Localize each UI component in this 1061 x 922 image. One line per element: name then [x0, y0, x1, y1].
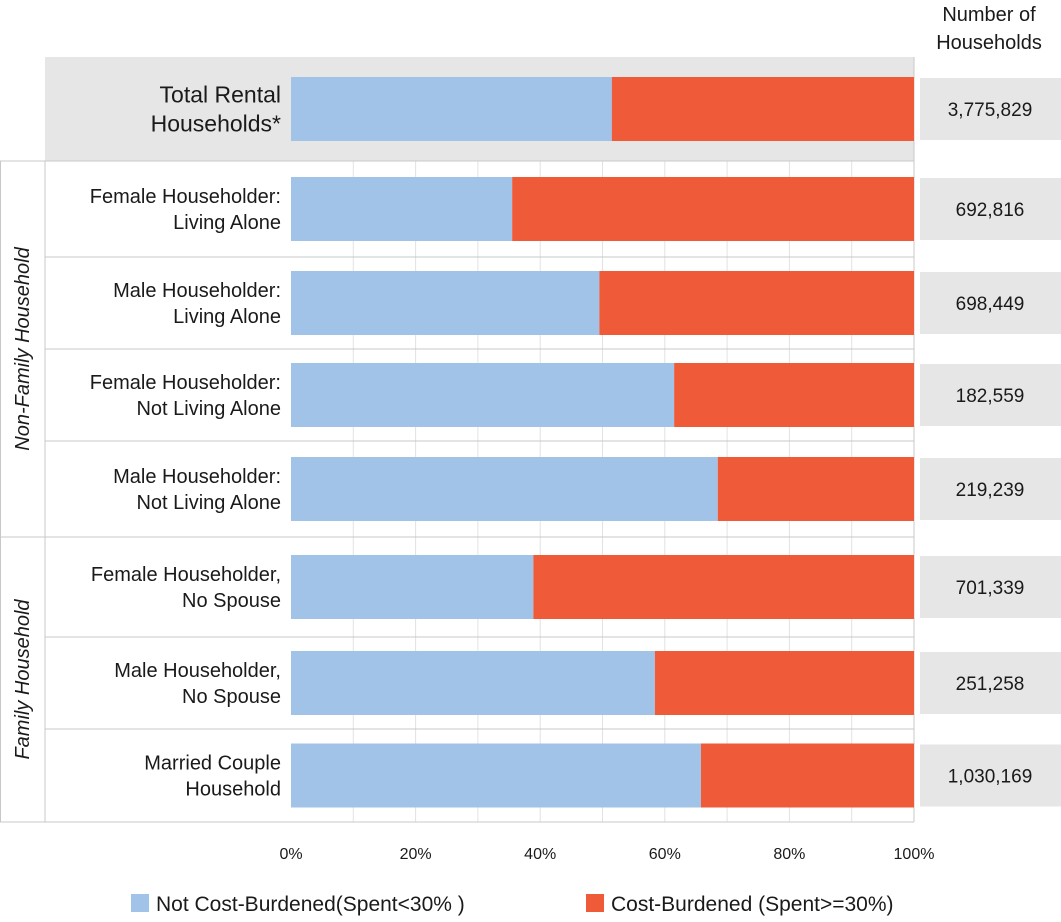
x-tick-label: 40% — [524, 846, 556, 863]
group-label: Non-Family Household — [12, 246, 34, 450]
household-count: 692,816 — [956, 200, 1025, 221]
legend-label: Cost-Burdened (Spent>=30%) — [611, 893, 894, 916]
count-layer: 3,775,829 692,816 698,449 182,559 219,239 701… — [920, 4, 1061, 807]
count-box — [920, 556, 1061, 618]
x-axis: 0% 20% 40% 60% 80% 100% — [279, 846, 934, 863]
category-label: Not Living Alone — [136, 398, 281, 420]
bar-segment-not-cost-burdened-7 — [291, 743, 701, 808]
category-label: No Spouse — [182, 686, 281, 708]
category-label: Total Rental — [160, 82, 281, 108]
x-tick-label: 80% — [773, 846, 805, 863]
x-tick-label: 20% — [400, 846, 432, 863]
bar-segment-cost-burdened-0 — [611, 77, 914, 141]
x-tick-label: 0% — [279, 846, 302, 863]
bar-segment-cost-burdened-5 — [533, 555, 914, 619]
category-label: Female Householder: — [90, 186, 281, 208]
legend: Not Cost-Burdened(Spent<30% ) Cost-Burden… — [131, 893, 894, 916]
count-box — [920, 272, 1061, 334]
category-label: Living Alone — [173, 212, 281, 234]
category-label: Not Living Alone — [136, 492, 281, 514]
bar-segment-cost-burdened-4 — [717, 457, 914, 521]
bar-segment-not-cost-burdened-0 — [291, 77, 612, 141]
category-label: Male Householder: — [113, 466, 281, 488]
category-label: Households* — [151, 111, 281, 137]
x-tick-label: 100% — [894, 846, 935, 863]
bar-segment-not-cost-burdened-2 — [291, 271, 600, 335]
count-box — [920, 652, 1061, 714]
group-label: Family Household — [12, 599, 34, 760]
x-tick-label: 60% — [649, 846, 681, 863]
category-label: Living Alone — [173, 306, 281, 328]
category-label: Female Householder, — [91, 564, 281, 586]
count-column-header: Households — [936, 32, 1042, 54]
count-box — [920, 744, 1061, 807]
bar-segment-cost-burdened-7 — [700, 743, 914, 808]
bar-segment-not-cost-burdened-5 — [291, 555, 534, 619]
count-box — [920, 364, 1061, 426]
label-layer: Total Rental Households* Female Householde… — [12, 82, 281, 801]
household-count: 251,258 — [956, 674, 1025, 695]
category-label: Female Householder: — [90, 372, 281, 394]
category-label: Male Householder: — [113, 280, 281, 302]
legend-swatch — [586, 894, 604, 912]
count-box — [920, 458, 1061, 520]
household-count: 182,559 — [956, 386, 1025, 407]
household-count: 219,239 — [956, 480, 1025, 501]
bar-segment-cost-burdened-2 — [599, 271, 914, 335]
category-label: Household — [185, 779, 281, 801]
bar-segment-cost-burdened-3 — [674, 363, 914, 427]
bar-layer — [291, 77, 914, 808]
count-box — [920, 78, 1061, 140]
category-label: Male Householder, — [114, 660, 281, 682]
bar-segment-cost-burdened-1 — [512, 177, 914, 241]
bar-segment-cost-burdened-6 — [654, 651, 914, 715]
bar-segment-not-cost-burdened-4 — [291, 457, 718, 521]
bar-segment-not-cost-burdened-3 — [291, 363, 675, 427]
household-count: 698,449 — [956, 294, 1025, 315]
household-count: 3,775,829 — [948, 100, 1033, 121]
legend-label: Not Cost-Burdened(Spent<30% ) — [156, 893, 465, 916]
count-column-header: Number of — [942, 4, 1036, 26]
bar-segment-not-cost-burdened-1 — [291, 177, 513, 241]
legend-swatch — [131, 894, 149, 912]
category-label: No Spouse — [182, 590, 281, 612]
bar-segment-not-cost-burdened-6 — [291, 651, 655, 715]
category-label: Married Couple — [144, 753, 281, 775]
household-count: 701,339 — [956, 578, 1025, 599]
count-box — [920, 178, 1061, 240]
household-count: 1,030,169 — [948, 767, 1033, 788]
